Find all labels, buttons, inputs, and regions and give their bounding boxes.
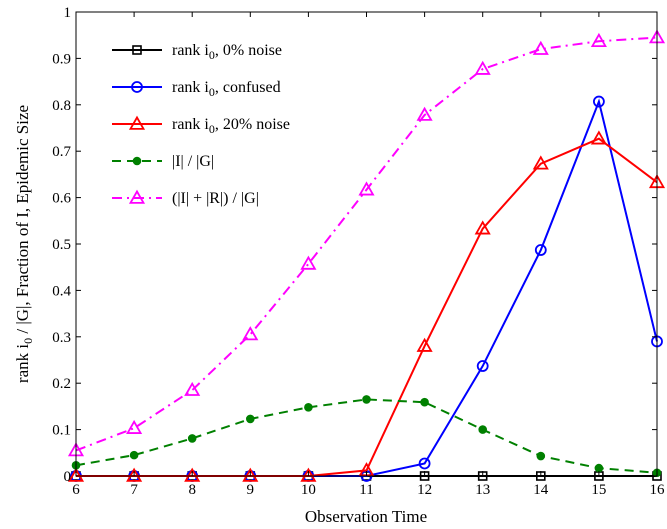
data-point-3-6 [420, 397, 429, 407]
data-point-2-6 [416, 337, 433, 352]
legend-entry-0: rank i0, 0% noise [112, 42, 282, 62]
legend-label-sub-0: 0 [209, 48, 215, 62]
legend-marker-0 [132, 45, 142, 55]
legend-label-base-1: rank i [172, 79, 209, 96]
y-tick-label-10: 1 [64, 5, 72, 21]
data-point-2-8 [532, 155, 549, 170]
x-tick-label-6: 12 [417, 482, 432, 498]
legend-label-rest-0: , 0% noise [215, 42, 282, 59]
legend-entry-1: rank i0, confused [112, 79, 281, 99]
legend-marker-2 [128, 115, 146, 130]
data-point-2-0 [67, 467, 85, 482]
y-tick-label-0: 0 [64, 469, 72, 485]
data-point-1-7 [476, 360, 489, 372]
legend-label-base-0: rank i [172, 42, 209, 59]
legend-label-rest-1: , confused [215, 79, 281, 96]
legend-label-base-4: (|I| + |R|) / |G| [172, 190, 259, 207]
y-axis-label: rank i0 / |G|, Fraction of I, Epidemic S… [13, 105, 35, 383]
x-tick-label-4: 10 [301, 482, 316, 498]
y-tick-label-1: 0.1 [52, 423, 71, 439]
legend-entry-2: rank i0, 20% noise [112, 115, 290, 136]
y-tick-label-8: 0.8 [52, 98, 71, 114]
data-point-2-3 [242, 467, 259, 482]
y-tick-label-4: 0.4 [52, 283, 71, 299]
legend-label-sub-1: 0 [209, 85, 215, 99]
legend-label-4: (|I| + |R|) / |G| [172, 190, 259, 207]
y-tick-label-9: 0.9 [52, 51, 71, 67]
data-point-4-7 [474, 60, 491, 75]
legend-label-sub-2: 0 [209, 122, 215, 136]
legend-marker-4 [128, 189, 146, 204]
legend-label-0: rank i0, 0% noise [172, 42, 282, 62]
data-point-2-1 [126, 467, 143, 482]
x-tick-label-8: 14 [533, 482, 549, 498]
y-axis-label-sub: 0 [21, 338, 35, 344]
data-point-1-6 [418, 457, 431, 470]
data-point-3-7 [478, 425, 488, 434]
legend-label-base-2: rank i [172, 116, 209, 133]
x-tick-label-0: 6 [72, 482, 80, 498]
data-point-3-3 [246, 414, 255, 424]
legend-marker-3 [132, 156, 142, 166]
x-tick-label-10: 16 [650, 482, 666, 498]
data-point-1-9 [593, 95, 605, 108]
data-point-4-4 [300, 255, 317, 270]
data-point-3-9 [594, 463, 604, 473]
y-tick-label-7: 0.7 [52, 144, 71, 160]
data-point-4-8 [532, 40, 549, 55]
legend-marker-1 [131, 81, 143, 93]
data-point-4-9 [590, 32, 607, 48]
legend-entry-4: (|I| + |R|) / |G| [112, 189, 259, 207]
data-point-3-5 [362, 395, 371, 404]
data-point-3-4 [304, 403, 313, 412]
x-axis-label: Observation Time [305, 507, 427, 526]
y-tick-label-2: 0.2 [52, 376, 71, 392]
legend-label-1: rank i0, confused [172, 79, 281, 99]
legend-label-3: |I| / |G| [172, 153, 214, 170]
data-point-2-2 [184, 467, 201, 482]
data-point-4-5 [358, 181, 375, 196]
data-point-3-2 [187, 434, 197, 443]
ticks-layer: 6 7 8 9 10 11 12 13 14 15 1600.10.20.30.40.50.60.7… [52, 5, 665, 498]
y-tick-label-5: 0.5 [52, 237, 71, 253]
legend-label-rest-2: , 20% noise [215, 116, 290, 133]
series-3 [71, 395, 662, 478]
plot-area [76, 12, 657, 476]
data-point-2-7 [474, 220, 491, 235]
data-point-4-2 [184, 381, 201, 396]
y-axis-label-rest: / |G|, Fraction of I, Epidemic Size [13, 105, 32, 338]
data-point-4-3 [242, 326, 259, 341]
series-line-4 [75, 36, 658, 452]
data-point-1-8 [534, 244, 547, 256]
x-tick-label-7: 13 [475, 482, 490, 498]
legend-label-2: rank i0, 20% noise [172, 116, 290, 136]
data-point-3-8 [536, 451, 546, 461]
y-tick-label-3: 0.3 [52, 330, 71, 346]
x-tick-label-9: 15 [591, 482, 606, 498]
x-tick-label-5: 11 [359, 482, 373, 498]
data-point-4-6 [416, 106, 433, 121]
data-point-2-4 [300, 467, 317, 482]
data-point-3-1 [129, 450, 139, 460]
x-tick-label-3: 9 [247, 482, 255, 498]
y-axis-label-base: rank i [13, 344, 32, 383]
data-point-2-9 [590, 130, 607, 145]
data-point-4-1 [126, 419, 143, 434]
y-tick-label-6: 0.6 [52, 191, 71, 207]
legend-entry-3: |I| / |G| [112, 153, 214, 170]
legend-label-base-3: |I| / |G| [172, 153, 214, 170]
x-tick-label-1: 7 [130, 482, 138, 498]
x-tick-label-2: 8 [188, 482, 196, 498]
